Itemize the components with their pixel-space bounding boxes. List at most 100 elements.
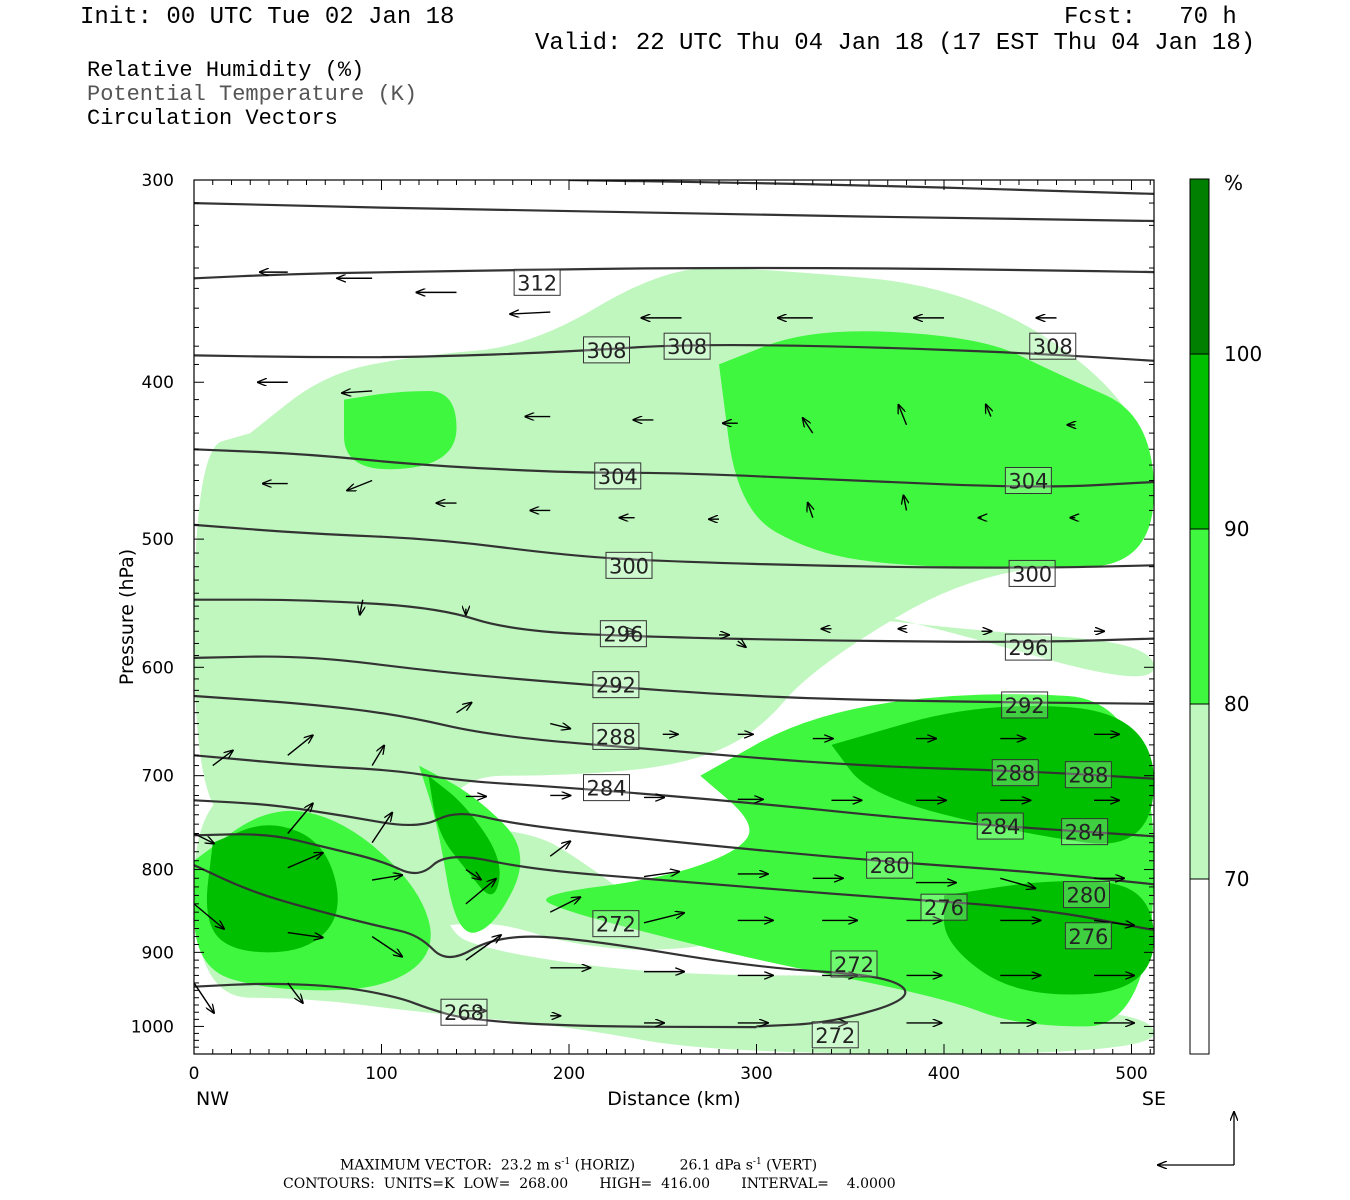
circulation-vector (212, 751, 233, 767)
legend-relative-humidity: Relative Humidity (%) (87, 58, 365, 83)
contour-label-text: 280 (1066, 884, 1106, 908)
contour-label-text: 272 (815, 1024, 855, 1048)
circulation-vector (549, 897, 580, 913)
contour-label-288: 288 (592, 722, 640, 750)
contour-label-box (513, 268, 561, 296)
contour-label-box (1063, 881, 1110, 909)
colorbar-swatch (1189, 703, 1210, 880)
legend-potential-temperature: Potential Temperature (K) (87, 82, 418, 107)
theta-contour-284 (194, 754, 1154, 838)
circulation-vector (360, 599, 363, 615)
y-tick-label: 800 (142, 861, 174, 881)
valid-time: Valid: 22 UTC Thu 04 Jan 18 (17 EST Thu … (535, 30, 1256, 57)
colorbar-swatch (1189, 178, 1210, 355)
contour-label-box (991, 759, 1039, 787)
forecast-hour: Fcst: 70 h (1064, 4, 1237, 31)
contour-label-292: 292 (1001, 691, 1049, 719)
x-axis-label: Distance (km) (607, 1088, 740, 1110)
circulation-vector (371, 746, 384, 766)
contour-label-text: 308 (1033, 335, 1073, 359)
x-tick-label: 100 (365, 1064, 397, 1084)
contour-label-text: 284 (980, 815, 1020, 839)
circulation-vector (549, 841, 570, 857)
theta-contour-268 (194, 982, 757, 1029)
contour-label-268: 268 (440, 998, 488, 1026)
contour-label-276: 276 (920, 893, 968, 921)
contour-label-box (1004, 633, 1052, 661)
legend-circulation-vectors: Circulation Vectors (87, 106, 338, 131)
contour-label-284: 284 (1061, 818, 1109, 846)
y-tick-label: 900 (142, 943, 174, 963)
circulation-vector (287, 982, 303, 1003)
contour-label-box (830, 950, 878, 978)
contour-label-box (592, 910, 640, 938)
circulation-vector (465, 879, 496, 905)
contour-label-text: 300 (609, 554, 649, 578)
circulation-vector (347, 479, 373, 491)
contour-label-280: 280 (866, 851, 914, 879)
colorbar-label: 70 (1224, 867, 1249, 891)
contour-label-308: 308 (663, 332, 711, 360)
contour-label-300: 300 (1008, 559, 1056, 587)
contour-label-text: 272 (596, 913, 636, 937)
contour-label-text: 288 (1068, 764, 1108, 788)
contour-label-text: 268 (444, 1001, 484, 1025)
x-tick-label: 400 (928, 1064, 960, 1084)
contour-label-text: 304 (598, 465, 638, 489)
contour-label-284: 284 (976, 812, 1024, 840)
contour-label-text: 292 (596, 674, 636, 698)
contour-label-288: 288 (1064, 761, 1112, 789)
y-tick-label: 400 (142, 373, 174, 393)
circulation-vector (1093, 919, 1134, 925)
circulation-vector (194, 903, 224, 929)
y-tick-label: 600 (142, 658, 174, 678)
contour-label-text: 308 (667, 335, 707, 359)
contour-label-text: 272 (834, 953, 874, 977)
contour-label-text: 300 (1012, 562, 1052, 586)
rh-region-80 (719, 331, 1154, 567)
circulation-vector (194, 982, 214, 1013)
contour-label-text: 308 (586, 339, 626, 363)
contour-label-box (583, 774, 630, 802)
rh-region-90 (428, 775, 500, 895)
contour-info: CONTOURS: UNITS=K LOW= 268.00 HIGH= 416.… (283, 1176, 896, 1192)
contour-label-box (1064, 922, 1112, 950)
circulation-vector (371, 935, 402, 957)
circulation-vector (465, 935, 501, 961)
circulation-vector (287, 931, 323, 938)
contour-label-box (976, 812, 1024, 840)
x-tick-label: 300 (740, 1064, 772, 1084)
circulation-vector (643, 872, 679, 878)
colorbar: % 100 90 80 70 (1189, 171, 1262, 1055)
contour-label-284: 284 (583, 774, 630, 802)
contour-label-text: 284 (1065, 821, 1105, 845)
circulation-vector (904, 495, 907, 511)
x-tick-label: 500 (1115, 1064, 1147, 1084)
circulation-vector (1000, 877, 1035, 888)
theta-contour-upper-1 (568, 180, 1154, 195)
theta-contour-288 (194, 694, 1154, 780)
rh-region-80 (344, 391, 457, 470)
circulation-vector (803, 418, 814, 434)
contour-label-box (663, 332, 711, 360)
theta-contour-292 (194, 655, 1154, 705)
contour-label-300: 300 (605, 551, 653, 579)
circulation-vector (372, 875, 402, 881)
contour-label-box (1001, 691, 1049, 719)
contour-label-296: 296 (599, 620, 647, 648)
contour-label-296: 296 (1004, 633, 1052, 661)
theta-contour-276 (194, 833, 1154, 932)
contour-label-text: 276 (924, 896, 964, 920)
contour-label-box (1008, 559, 1056, 587)
circulation-vector (738, 641, 746, 647)
colorbar-unit: % (1224, 171, 1243, 195)
circulation-vector (371, 813, 392, 844)
rh-region-90 (206, 825, 338, 953)
theta-contour-296 (194, 598, 1154, 643)
theta-contour-308 (194, 343, 1154, 362)
contour-label-308: 308 (1029, 332, 1077, 360)
contour-label-text: 276 (1068, 925, 1108, 949)
contour-label-box (1004, 467, 1052, 495)
colorbar-label: 100 (1224, 342, 1262, 366)
y-tick-label: 700 (142, 767, 174, 787)
